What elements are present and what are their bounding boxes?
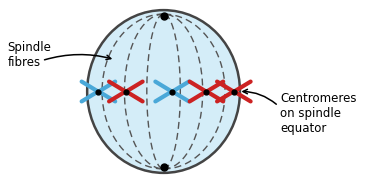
- Text: Centromeres
on spindle
equator: Centromeres on spindle equator: [280, 92, 357, 135]
- Ellipse shape: [87, 10, 240, 173]
- Text: Spindle
fibres: Spindle fibres: [8, 41, 52, 69]
